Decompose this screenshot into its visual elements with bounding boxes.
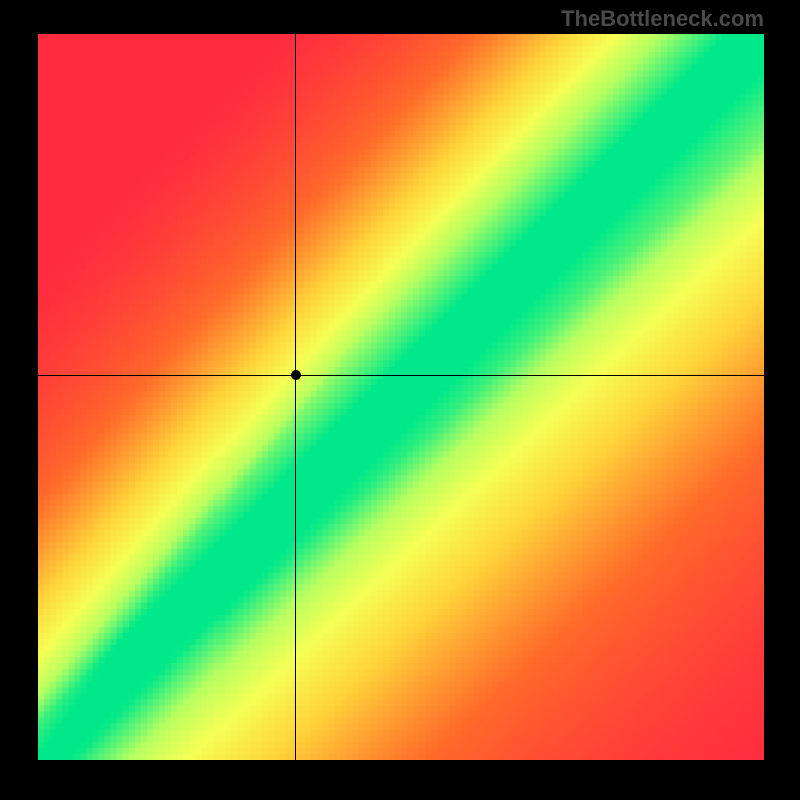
bottleneck-heatmap xyxy=(38,34,764,760)
chart-container: { "watermark": { "text": "TheBottleneck.… xyxy=(0,0,800,800)
crosshair-vertical xyxy=(295,34,296,760)
watermark-text: TheBottleneck.com xyxy=(561,6,764,32)
crosshair-marker xyxy=(291,370,301,380)
crosshair-horizontal xyxy=(38,375,764,376)
